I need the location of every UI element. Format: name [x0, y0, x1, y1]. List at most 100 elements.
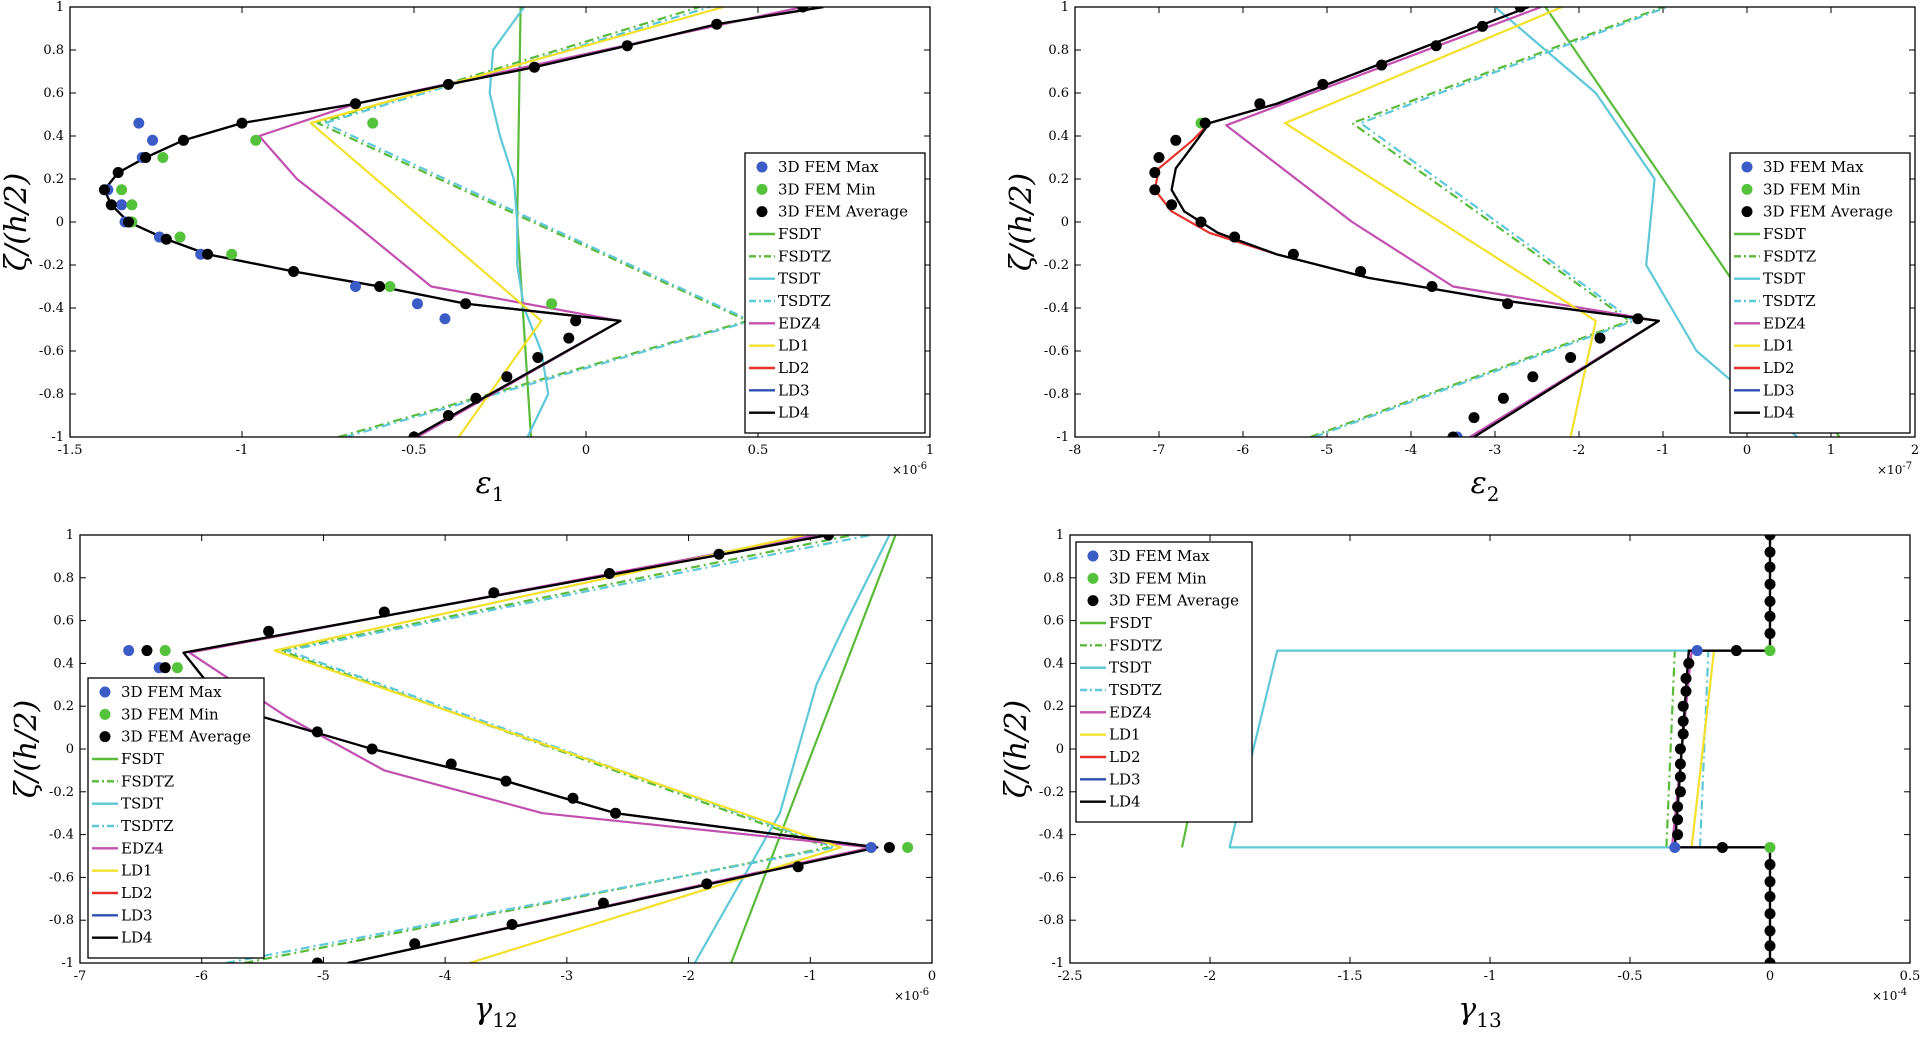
- data-point-fem-avg: [1195, 216, 1207, 228]
- data-point-fem-avg: [140, 152, 152, 163]
- y-tick-label: -0.4: [1044, 301, 1069, 316]
- axes-frame: [1069, 534, 1911, 964]
- data-point-fem-avg: [621, 40, 633, 52]
- data-point-fem-avg: [311, 726, 323, 738]
- legend-item: 3D FEM Max: [1087, 547, 1210, 565]
- x-tick-label: -2: [682, 969, 695, 984]
- legend-item: LD2: [749, 359, 810, 377]
- y-tick-label: 0.6: [1043, 614, 1064, 629]
- data-point-fem-avg: [1677, 728, 1689, 740]
- data-point-fem-avg: [1764, 859, 1776, 871]
- series-line-tsdt: [1228, 649, 1698, 849]
- legend-label: FSDTZ: [1109, 636, 1162, 654]
- data-point-fem-avg: [1376, 59, 1388, 71]
- data-point-fem-min: [226, 248, 238, 260]
- data-point-fem-avg: [1716, 841, 1728, 853]
- y-tick-label: 1: [56, 0, 64, 15]
- legend-item: LD1: [749, 337, 810, 355]
- x-tick-label: -4: [439, 969, 452, 984]
- data-point-fem-avg: [1565, 351, 1577, 363]
- data-point-fem-avg: [1355, 265, 1367, 277]
- legend-label: 3D FEM Average: [778, 203, 908, 221]
- data-point-fem-avg: [112, 167, 124, 179]
- data-point-fem-avg: [442, 410, 454, 421]
- series-group: [1149, 7, 1841, 437]
- legend-marker: [1087, 572, 1099, 584]
- x-tick-label: -1.5: [57, 443, 82, 458]
- x-exponent-label: ×10-4: [1872, 987, 1907, 1003]
- data-point-fem-max: [116, 199, 128, 211]
- x-tick-label: -5: [1321, 443, 1334, 458]
- data-point-fem-avg: [610, 807, 622, 819]
- data-point-fem-avg: [1764, 957, 1776, 963]
- data-point-fem-avg: [1426, 281, 1438, 292]
- legend-label: TSDTZ: [1763, 292, 1816, 310]
- legend-item: LD4: [749, 404, 810, 422]
- legend-item: LD3: [1080, 770, 1141, 788]
- legend-item: LD2: [1080, 748, 1141, 766]
- x-tick-label: -7: [74, 969, 87, 984]
- data-point-fem-avg: [792, 861, 804, 873]
- x-tick-label: -1: [1657, 443, 1670, 458]
- data-point-fem-avg: [1674, 771, 1686, 783]
- x-tick-label: -7: [1153, 443, 1166, 458]
- y-tick-label: 0.8: [53, 571, 74, 586]
- data-point-fem-min: [1764, 645, 1776, 657]
- data-point-fem-avg: [1254, 98, 1266, 110]
- data-point-fem-avg: [141, 645, 153, 657]
- legend-label: TSDT: [778, 270, 820, 288]
- x-exponent-power: -4: [1897, 987, 1907, 998]
- data-point-fem-avg: [350, 98, 362, 110]
- x-exponent-base: ×10: [892, 463, 917, 477]
- x-tick-label: 1: [1827, 443, 1835, 458]
- y-tick-label: 0.2: [53, 699, 74, 714]
- series-line-fsdtz: [1665, 650, 1676, 848]
- x-tick-label: -6: [195, 969, 208, 984]
- y-axis-label: ζ/(h/2): [9, 700, 44, 798]
- data-point-fem-avg: [528, 61, 540, 73]
- x-tick-label: 0.5: [1900, 969, 1921, 984]
- legend-label: FSDT: [121, 750, 164, 768]
- x-exponent-power: -6: [917, 461, 927, 472]
- legend-item: LD4: [92, 929, 153, 947]
- data-point-fem-avg: [1153, 152, 1165, 163]
- y-tick-label: -0.2: [1039, 785, 1064, 800]
- legend-marker: [1087, 550, 1099, 562]
- y-tick-label: 0.2: [1043, 699, 1064, 714]
- data-point-fem-avg: [1527, 371, 1539, 383]
- legend-marker: [1741, 206, 1753, 218]
- chart-e1: -1.5 -1 -0.5 0 0.5 1-1-0.8-0.6-0.4-0.200.20.4…: [0, 0, 934, 506]
- x-tick-label: -6: [1237, 443, 1250, 458]
- legend-label: 3D FEM Average: [1763, 203, 1893, 221]
- legend-label: TSDT: [121, 795, 163, 813]
- series-line-tsdt: [1494, 7, 1799, 437]
- legend-item: LD2: [92, 884, 153, 902]
- y-tick-label: -0.6: [49, 870, 74, 885]
- data-point-fem-avg: [288, 265, 300, 277]
- data-point-fem-avg: [1199, 117, 1211, 129]
- y-tick-label: -1: [1056, 430, 1069, 445]
- x-axis-label: γ12: [474, 992, 517, 1032]
- data-point-fem-avg: [1680, 672, 1692, 684]
- y-tick-label: -0.8: [39, 387, 64, 402]
- x-tick-label: -1: [1484, 969, 1497, 984]
- legend-item: LD1: [1734, 337, 1795, 355]
- x-tick-label: -5: [317, 969, 330, 984]
- data-point-fem-avg: [1764, 925, 1776, 937]
- series-line-ld1: [1690, 650, 1716, 848]
- y-tick-label: 0.2: [43, 172, 64, 187]
- x-exponent-label: ×10-7: [1877, 461, 1912, 477]
- legend: 3D FEM Max 3D FEM Min 3D FEM Average FSDT FS…: [1075, 541, 1253, 823]
- y-tick-label: 0.8: [43, 43, 64, 58]
- data-point-fem-avg: [1672, 801, 1684, 813]
- y-tick-label: -1: [51, 430, 64, 445]
- legend-item: TSDT: [1080, 659, 1151, 677]
- chart-g13: -2.5 -2 -1.5 -1 -0.5 0 0.5 -1 -0.8 -0.6 -0.4 -0.2 0 0…: [999, 528, 1920, 1032]
- x-axis-subscript: 2: [1487, 482, 1500, 506]
- x-axis-symbol: γ: [1458, 992, 1476, 1027]
- legend-label: 3D FEM Min: [121, 705, 219, 723]
- x-axis-label: ε1: [476, 466, 505, 506]
- data-point-fem-avg: [1594, 332, 1606, 344]
- legend-item: LD2: [1734, 359, 1795, 377]
- legend-marker: [1087, 595, 1099, 607]
